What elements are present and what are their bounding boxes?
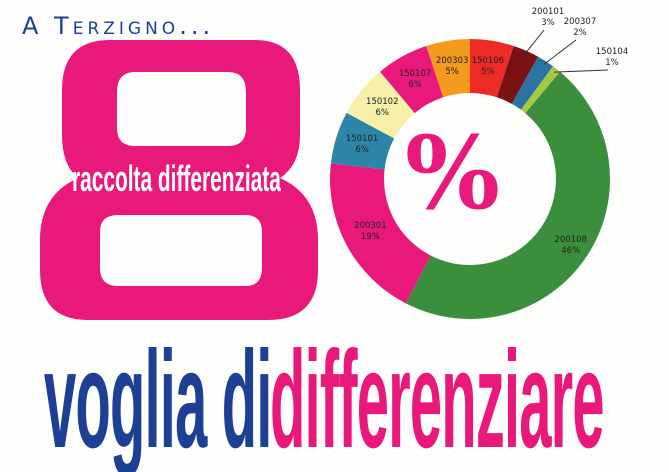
donut-slice-200307 <box>511 56 554 110</box>
slice-percent: 6% <box>355 145 369 156</box>
slice-percent: 46% <box>561 246 581 257</box>
donut-slice-200303 <box>426 39 470 98</box>
donut-slice-150102 <box>346 71 415 139</box>
slice-percent: 6% <box>375 107 390 118</box>
slice-percent: 1% <box>605 58 619 68</box>
slice-label-150102: 150102 6% <box>366 97 398 119</box>
slice-percent: 19% <box>360 232 380 243</box>
slice-code: 150102 <box>366 96 399 107</box>
poster-title: A Terzigno... <box>22 12 215 40</box>
slice-code: 150104 <box>595 47 629 57</box>
slice-percent: 6% <box>408 80 422 91</box>
slice-label-150107: 150107 6% <box>399 69 431 91</box>
slice-label-200307: 200307 2% <box>564 17 596 39</box>
slice-code: 200307 <box>563 17 597 27</box>
slogan-voglia-di: voglia di <box>44 323 272 472</box>
slice-code: 200101 <box>531 7 565 17</box>
raccolta-differenziata-text: raccolta differenziata <box>72 158 281 199</box>
donut-slice-150107 <box>380 45 444 114</box>
donut-slice-200108 <box>405 71 610 319</box>
slice-code: 150106 <box>471 56 505 67</box>
slice-code: 200303 <box>435 56 469 67</box>
slice-code: 150107 <box>398 69 432 80</box>
donut-slice-150101 <box>330 112 395 170</box>
slice-percent: 2% <box>573 28 587 38</box>
slice-percent: 5% <box>481 67 495 78</box>
donut-slice-150104 <box>520 66 560 114</box>
slice-percent: 5% <box>445 67 459 78</box>
leader-line-200101 <box>524 29 545 55</box>
donut-slice-200301 <box>330 163 431 304</box>
slice-label-200101: 200101 3% <box>532 7 564 29</box>
slice-label-200303: 200303 5% <box>436 56 468 78</box>
slice-code: 150101 <box>345 134 379 145</box>
leader-line-200307 <box>543 39 577 65</box>
slice-label-150106: 150106 5% <box>472 56 504 78</box>
slice-code: 200301 <box>354 221 387 232</box>
slice-code: 200108 <box>554 235 587 246</box>
slice-percent: 3% <box>541 18 555 28</box>
slice-label-200301: 200301 19% <box>354 221 386 243</box>
donut-slice-150106 <box>470 39 514 98</box>
leader-line-150104 <box>554 69 609 73</box>
slogan-differenziare: differenziare <box>270 323 605 472</box>
slice-label-200108: 200108 46% <box>555 235 587 257</box>
slice-label-150101: 150101 6% <box>346 134 378 156</box>
percent-symbol: % <box>405 114 501 232</box>
slice-label-150104: 150104 1% <box>596 47 628 69</box>
donut-slice-200101 <box>496 45 539 104</box>
